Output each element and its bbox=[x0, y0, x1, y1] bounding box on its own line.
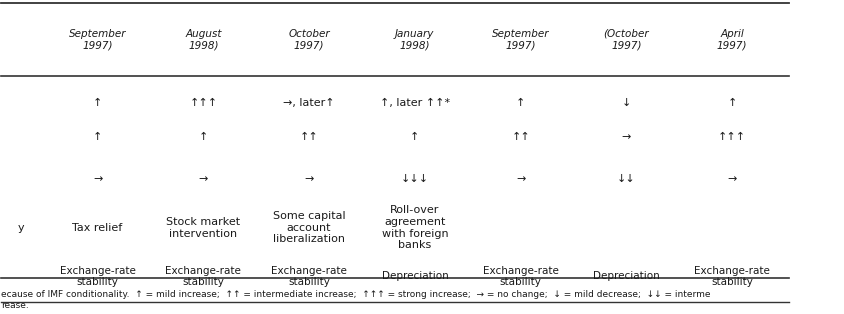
Text: Exchange-rate
stability: Exchange-rate stability bbox=[60, 266, 135, 287]
Text: ↑: ↑ bbox=[198, 132, 208, 142]
Text: ↑↑: ↑↑ bbox=[511, 132, 529, 142]
Text: →: → bbox=[198, 174, 208, 184]
Text: →: → bbox=[516, 174, 525, 184]
Text: August
1998): August 1998) bbox=[185, 29, 221, 50]
Text: April
1997): April 1997) bbox=[716, 29, 747, 50]
Text: (October
1997): (October 1997) bbox=[603, 29, 648, 50]
Text: ↓↓↓: ↓↓↓ bbox=[400, 174, 429, 184]
Text: Exchange-rate
stability: Exchange-rate stability bbox=[271, 266, 347, 287]
Text: October
1997): October 1997) bbox=[288, 29, 329, 50]
Text: ↑: ↑ bbox=[516, 98, 525, 108]
Text: →, later↑: →, later↑ bbox=[283, 98, 334, 108]
Text: ↓↓: ↓↓ bbox=[616, 174, 635, 184]
Text: September
1997): September 1997) bbox=[491, 29, 549, 50]
Text: ↓: ↓ bbox=[621, 98, 630, 108]
Text: Exchange-rate
stability: Exchange-rate stability bbox=[482, 266, 558, 287]
Text: September
1997): September 1997) bbox=[68, 29, 127, 50]
Text: ↑: ↑ bbox=[93, 98, 102, 108]
Text: y: y bbox=[18, 223, 24, 233]
Text: Stock market
intervention: Stock market intervention bbox=[166, 217, 241, 239]
Text: ↑↑↑: ↑↑↑ bbox=[189, 98, 217, 108]
Text: →: → bbox=[621, 132, 630, 142]
Text: →: → bbox=[304, 174, 313, 184]
Text: →: → bbox=[727, 174, 736, 184]
Text: Depreciation: Depreciation bbox=[592, 271, 659, 281]
Text: ↑: ↑ bbox=[93, 132, 102, 142]
Text: ↑↑↑: ↑↑↑ bbox=[717, 132, 745, 142]
Text: ↑: ↑ bbox=[727, 98, 736, 108]
Text: ↑↑: ↑↑ bbox=[300, 132, 318, 142]
Text: ecause of IMF conditionality.  ↑ = mild increase;  ↑↑ = intermediate increase;  : ecause of IMF conditionality. ↑ = mild i… bbox=[2, 290, 710, 310]
Text: Roll-over
agreement
with foreign
banks: Roll-over agreement with foreign banks bbox=[381, 205, 447, 250]
Text: Tax relief: Tax relief bbox=[73, 223, 122, 233]
Text: Exchange-rate
stability: Exchange-rate stability bbox=[694, 266, 769, 287]
Text: ↑, later ↑↑*: ↑, later ↑↑* bbox=[379, 98, 449, 108]
Text: Some capital
account
liberalization: Some capital account liberalization bbox=[273, 211, 345, 244]
Text: →: → bbox=[93, 174, 102, 184]
Text: Exchange-rate
stability: Exchange-rate stability bbox=[165, 266, 241, 287]
Text: Depreciation: Depreciation bbox=[381, 271, 447, 281]
Text: January
1998): January 1998) bbox=[395, 29, 434, 50]
Text: ↑: ↑ bbox=[409, 132, 419, 142]
